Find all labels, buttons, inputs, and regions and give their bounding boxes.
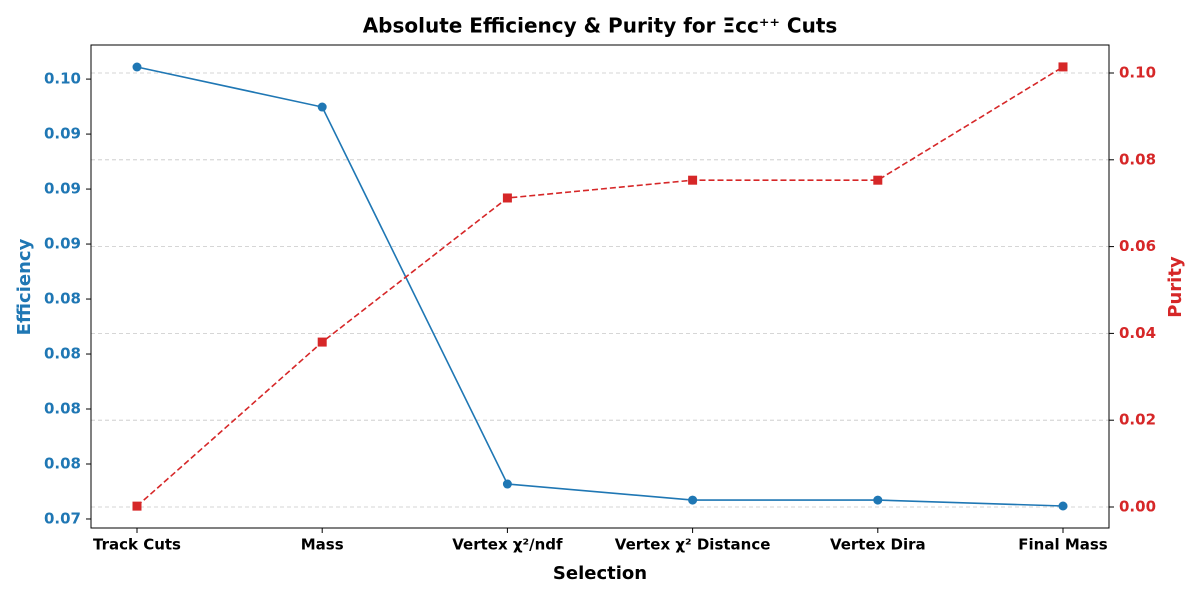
y-tick-label: 0.08 — [44, 454, 81, 472]
y-tick-label: 0.10 — [44, 70, 81, 88]
marker — [873, 175, 883, 185]
x-tick-label: Track Cuts — [93, 536, 181, 554]
x-tick-label: Vertex χ² Distance — [615, 536, 771, 554]
y-tick-label: 0.09 — [44, 180, 81, 198]
marker — [1058, 62, 1068, 72]
y-tick-label: 0.09 — [44, 235, 81, 253]
marker — [317, 102, 327, 112]
y2-tick-label: 0.00 — [1119, 497, 1156, 515]
x-tick-label: Mass — [301, 536, 344, 554]
series-line — [136, 66, 1064, 507]
y2-tick-label: 0.02 — [1119, 411, 1156, 429]
x-tick-label: Final Mass — [1018, 536, 1108, 554]
x-axis-label: Selection — [553, 563, 647, 584]
marker — [502, 193, 512, 203]
marker — [1058, 501, 1068, 511]
chart-title: Absolute Efficiency & Purity for Ξcc⁺⁺ C… — [363, 14, 838, 38]
plot-frame — [90, 44, 1110, 529]
marker — [688, 495, 698, 505]
y2-tick-label: 0.10 — [1119, 63, 1156, 81]
marker — [317, 337, 327, 347]
y2-tick-label: 0.04 — [1119, 324, 1156, 342]
marker — [132, 62, 142, 72]
x-tick-label: Vertex χ²/ndf — [452, 536, 563, 554]
y2-axis-label: Purity — [1165, 256, 1186, 318]
y-tick-label: 0.07 — [44, 509, 81, 527]
y-tick-label: 0.08 — [44, 400, 81, 418]
y2-tick-label: 0.08 — [1119, 150, 1156, 168]
marker — [688, 175, 698, 185]
marker — [132, 501, 142, 511]
x-tick-label: Vertex Dira — [830, 536, 926, 554]
y-tick-label: 0.08 — [44, 290, 81, 308]
y2-tick-label: 0.06 — [1119, 237, 1156, 255]
y-tick-label: 0.08 — [44, 345, 81, 363]
y-axis-label: Efficiency — [14, 238, 35, 335]
marker — [502, 479, 512, 489]
marker — [873, 495, 883, 505]
y-tick-label: 0.09 — [44, 125, 81, 143]
